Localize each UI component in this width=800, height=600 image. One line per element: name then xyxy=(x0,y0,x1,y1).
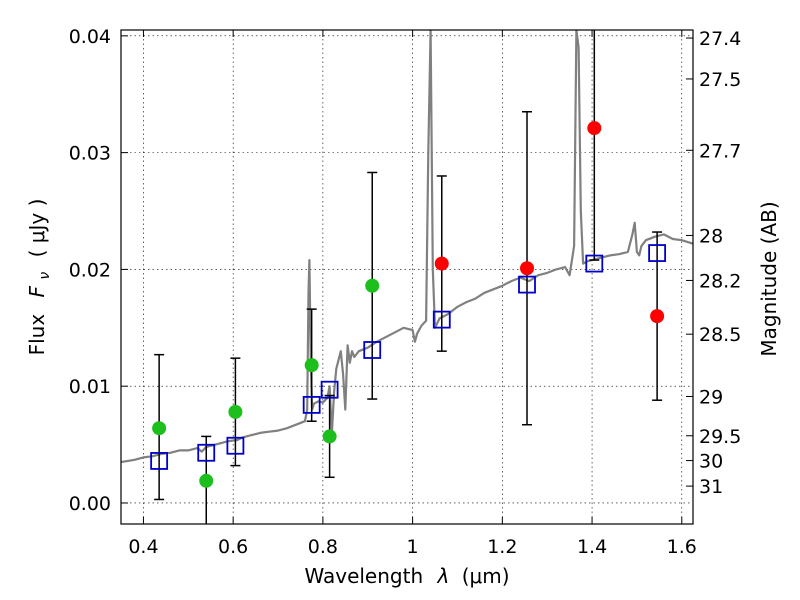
x-tick-label: 0.4 xyxy=(128,536,158,558)
y-axis-label-prefix: Flux xyxy=(25,314,49,356)
y2-tick-label: 27.7 xyxy=(699,140,741,162)
y2-tick-label: 27.5 xyxy=(699,69,741,91)
grid-lines xyxy=(121,30,693,524)
model-photometry-point xyxy=(585,254,604,273)
x-axis-label-unit: (μm) xyxy=(462,564,510,588)
y-tick-label: 0.04 xyxy=(69,26,111,48)
y-tick-label: 0.00 xyxy=(69,493,111,515)
observed-flux-point xyxy=(650,309,665,324)
y2-tick-label: 28 xyxy=(699,225,723,247)
observed-flux-point xyxy=(304,358,319,373)
observed-flux-point xyxy=(587,121,602,136)
y2-axis-label: Magnitude (AB) xyxy=(757,201,781,356)
y2-tick-label: 31 xyxy=(699,476,723,498)
model-photometry-point xyxy=(226,436,245,455)
model-photometry-point xyxy=(363,341,382,359)
y-axis-label: Flux F ν ( μJy ) xyxy=(25,199,54,356)
x-axis-label-prefix: Wavelength xyxy=(304,564,423,588)
model-photometry-point xyxy=(197,443,216,462)
x-tick-label: 1.6 xyxy=(667,536,697,558)
x-axis-label-symbol: λ xyxy=(437,564,450,588)
x-tick-label: 1 xyxy=(407,536,419,558)
observed-flux-point xyxy=(322,429,337,444)
observed-flux-point xyxy=(228,404,243,419)
axis-ticks: 0.4 0.6 0.8 1 1.2 1.4 1.6 0.00 0.01 0.02 0.03 0.04 2… xyxy=(69,26,742,558)
y-tick-label: 0.02 xyxy=(69,259,111,281)
model-photometry-point xyxy=(648,244,667,262)
observed-flux-point xyxy=(199,473,214,488)
y-axis-label-subscript: ν xyxy=(37,272,53,280)
plot-area xyxy=(121,30,693,524)
model-photometry-point xyxy=(150,452,169,470)
y2-tick-label: 29 xyxy=(699,386,723,408)
y2-tick-label: 28.2 xyxy=(699,270,741,292)
model-photometry-point xyxy=(518,275,536,294)
y-axis-label-symbol: F xyxy=(25,285,49,297)
observed-flux-point xyxy=(434,256,449,271)
observed-flux-point xyxy=(520,261,535,276)
x-tick-label: 1.2 xyxy=(487,536,517,558)
y-tick-label: 0.01 xyxy=(69,376,111,398)
y-tick-label: 0.03 xyxy=(69,143,111,165)
model-photometry-point xyxy=(432,310,451,329)
y2-tick-label: 28.5 xyxy=(699,324,741,346)
axes-frame xyxy=(120,29,694,525)
y2-tick-label: 30 xyxy=(699,451,723,473)
x-axis-label: Wavelength λ (μm) xyxy=(304,564,509,588)
model-photometry-point xyxy=(302,395,321,414)
x-tick-label: 0.6 xyxy=(218,536,248,558)
model-photometry-point xyxy=(320,380,339,399)
x-tick-label: 0.8 xyxy=(308,536,338,558)
y2-tick-label: 29.5 xyxy=(699,426,741,448)
y-axis-label-unit: ( μJy ) xyxy=(25,199,49,258)
x-tick-label: 1.4 xyxy=(577,536,607,558)
model-spectrum-line xyxy=(121,30,693,464)
observed-flux-point xyxy=(152,421,167,436)
y2-tick-label: 27.4 xyxy=(699,28,741,50)
observed-flux-point xyxy=(365,278,380,293)
